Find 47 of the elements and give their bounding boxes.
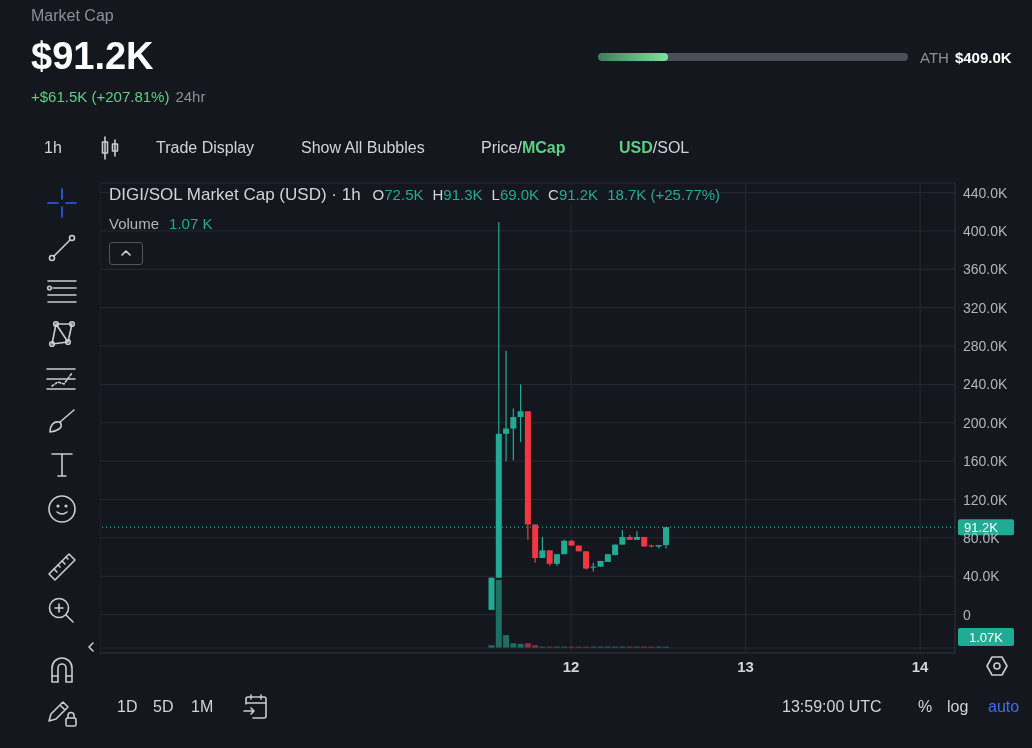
y-tick-label: 120.0K [963, 491, 1009, 508]
text: $91.2K [31, 35, 154, 78]
text: +$61.5K (+207.81%) [31, 88, 170, 105]
text: 24hr [175, 88, 206, 105]
text: Trade Display [156, 139, 255, 157]
annotation: 72.5K [384, 186, 424, 203]
y-tick-label: 400.0K [963, 222, 1009, 239]
text: 5D [153, 698, 174, 716]
y-tick-label: 40.0K [963, 568, 1001, 585]
chart-title: DIGI/SOL Market Cap (USD) · 1h [109, 185, 361, 205]
chart-title: Volume [109, 215, 160, 232]
x-tick-label: 12 [562, 657, 580, 675]
annotation: 1.07 K [169, 215, 213, 232]
x-tick-label: 14 [911, 657, 930, 675]
text: 1M [191, 698, 214, 716]
annotation: 91.3K [443, 186, 483, 203]
text: log [947, 698, 969, 716]
text: Market Cap [31, 7, 114, 25]
text: Show All Bubbles [301, 139, 425, 157]
text: % [918, 698, 933, 716]
y-tick-label: 0 [963, 606, 971, 623]
text: MCap [521, 139, 566, 157]
text: /SOL [652, 139, 690, 157]
x-tick-label: 13 [737, 657, 754, 675]
annotation: 18.7K (+25.77%) [607, 186, 721, 203]
text: $409.0K [954, 49, 1012, 66]
annotation: O [372, 186, 385, 203]
text: USD [619, 139, 653, 157]
y-tick-label: 280.0K [963, 338, 1009, 355]
text: 1.07K [969, 629, 1003, 645]
text: 1h [44, 139, 62, 157]
annotation: 91.2K [558, 186, 599, 203]
annotation: H [432, 186, 444, 203]
text: ATH [920, 49, 949, 66]
y-tick-label: 240.0K [963, 376, 1009, 393]
y-tick-label: 200.0K [963, 414, 1009, 431]
text: 1D [117, 698, 138, 716]
annotation: L [491, 186, 500, 203]
text: Price/ [481, 139, 522, 157]
text: auto [988, 698, 1020, 716]
y-tick-label: 440.0K [963, 184, 1009, 201]
y-tick-label: 320.0K [963, 299, 1009, 316]
annotation: 69.0K [499, 186, 540, 203]
y-tick-label: 360.0K [963, 261, 1009, 278]
y-tick-label: 160.0K [963, 453, 1009, 470]
text: 13:59:00 UTC [782, 698, 882, 716]
annotation: C [548, 186, 559, 203]
